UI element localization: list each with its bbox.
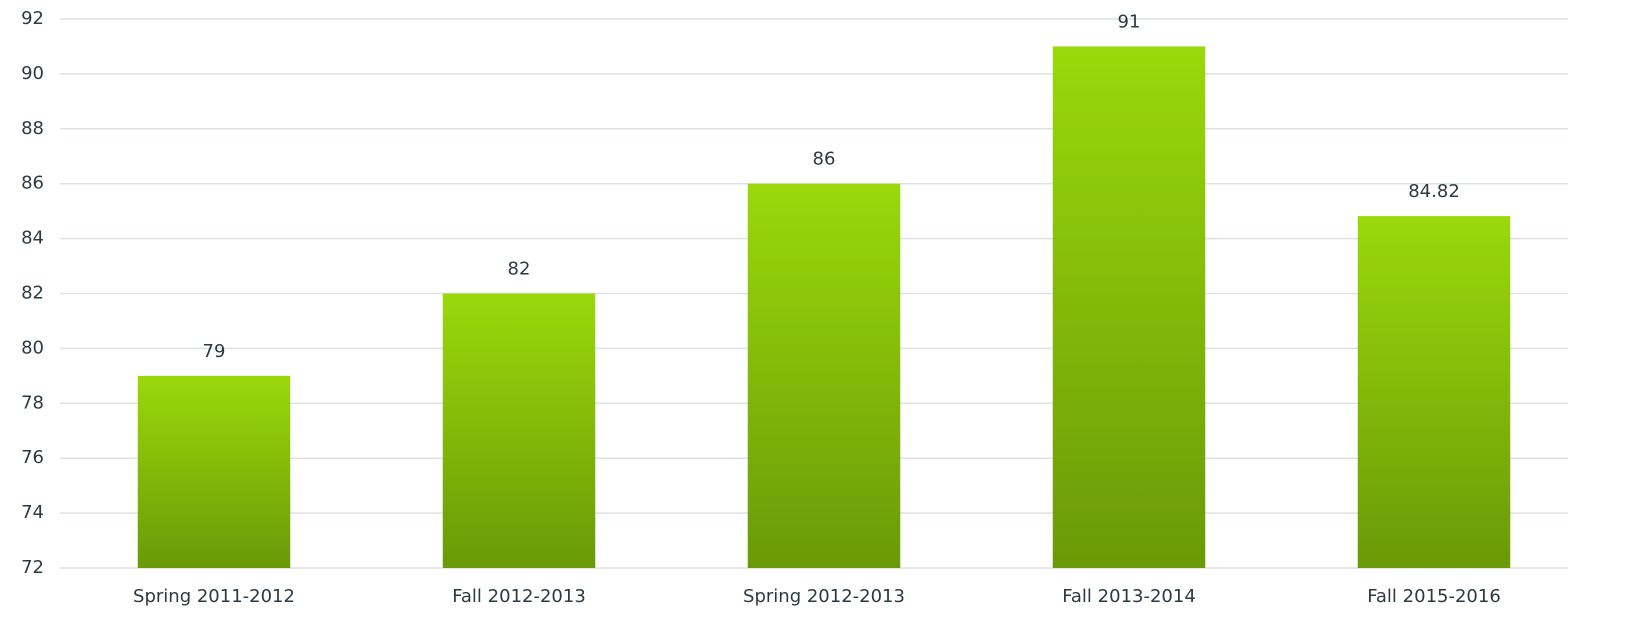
x-tick-label: Spring 2011-2012 bbox=[133, 586, 295, 607]
y-tick-label: 80 bbox=[21, 337, 44, 358]
data-label: 86 bbox=[813, 149, 836, 170]
data-label: 79 bbox=[203, 341, 226, 362]
y-tick-label: 74 bbox=[21, 502, 44, 523]
y-tick-label: 88 bbox=[21, 118, 44, 139]
bar bbox=[137, 375, 291, 568]
bar bbox=[442, 293, 596, 568]
y-tick-label: 84 bbox=[21, 228, 44, 249]
data-label: 82 bbox=[508, 259, 531, 280]
data-label: 91 bbox=[1118, 11, 1141, 32]
y-tick-label: 90 bbox=[21, 63, 44, 84]
y-tick-label: 72 bbox=[21, 557, 44, 578]
y-tick-label: 82 bbox=[21, 283, 44, 304]
x-tick-label: Fall 2013-2014 bbox=[1062, 586, 1196, 607]
bar bbox=[1052, 46, 1206, 568]
y-tick-label: 78 bbox=[21, 392, 44, 413]
y-tick-label: 86 bbox=[21, 173, 44, 194]
x-tick-label: Fall 2012-2013 bbox=[452, 586, 586, 607]
y-tick-label: 92 bbox=[21, 8, 44, 29]
x-tick-label: Fall 2015-2016 bbox=[1367, 586, 1501, 607]
data-label: 84.82 bbox=[1408, 181, 1460, 202]
bar bbox=[747, 183, 901, 568]
y-tick-label: 76 bbox=[21, 447, 44, 468]
x-tick-label: Spring 2012-2013 bbox=[743, 586, 905, 607]
bar bbox=[1357, 216, 1511, 568]
